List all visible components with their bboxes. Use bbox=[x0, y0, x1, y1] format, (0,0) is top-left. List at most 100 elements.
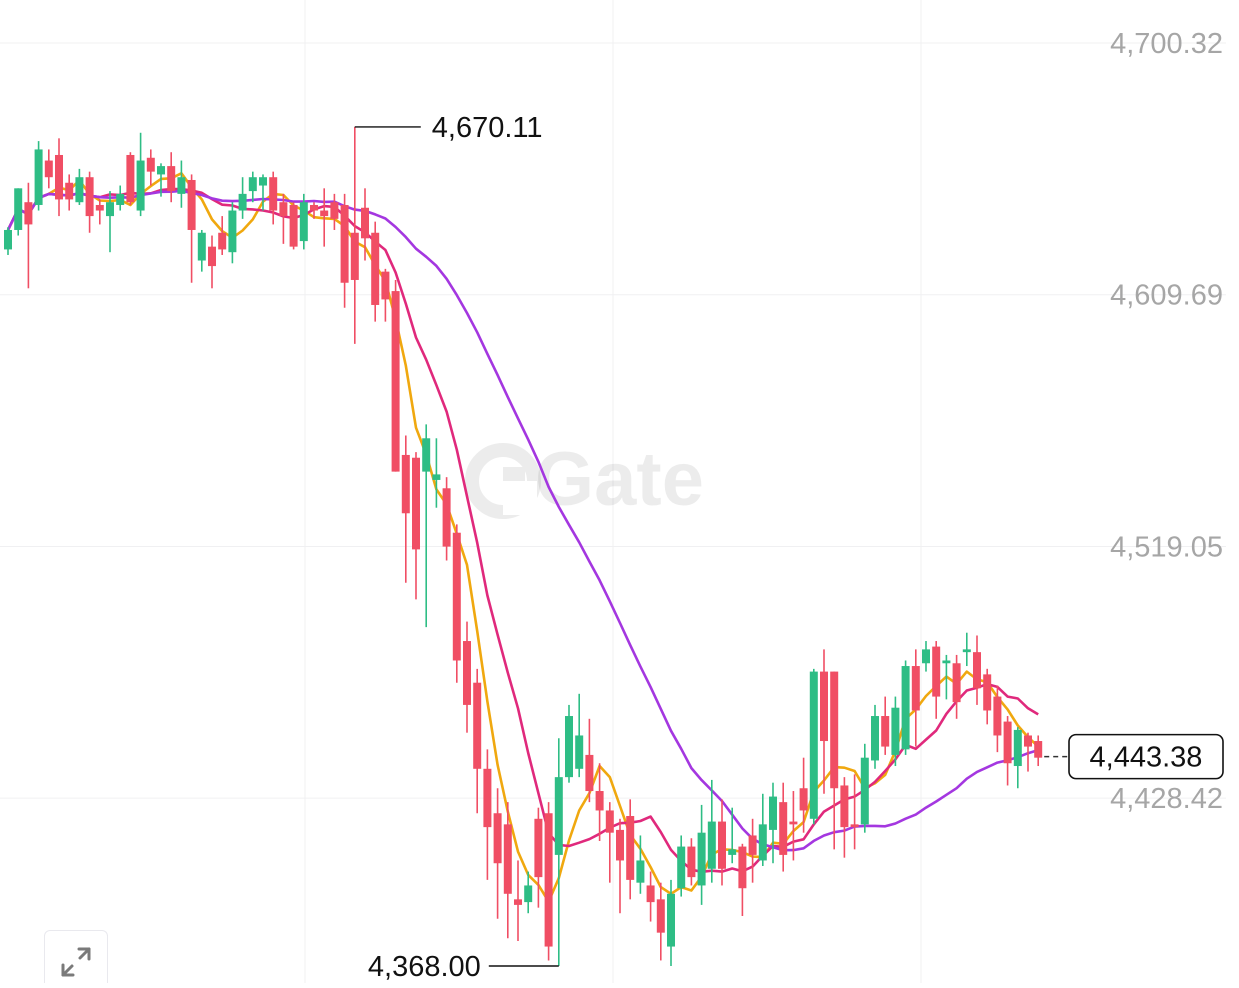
candle-body bbox=[157, 166, 165, 175]
candle-down bbox=[401, 435, 410, 583]
candle-up bbox=[422, 424, 431, 628]
candles bbox=[4, 126, 1043, 966]
candle-up bbox=[259, 174, 267, 211]
candle-body bbox=[860, 757, 869, 825]
candle-body bbox=[218, 232, 227, 250]
candle-body bbox=[881, 716, 890, 747]
candle-down bbox=[350, 126, 359, 344]
candle-down bbox=[340, 193, 349, 308]
candle-up bbox=[34, 141, 43, 211]
candle-down bbox=[320, 188, 329, 247]
candle-up bbox=[871, 704, 879, 769]
candle-body bbox=[116, 193, 125, 205]
candle-down bbox=[493, 788, 502, 919]
candle-down bbox=[646, 871, 655, 922]
candle-up bbox=[197, 229, 206, 272]
candle-up bbox=[238, 177, 247, 219]
price-axis: 4,700.32 4,609.69 4,519.05 4,428.42 bbox=[1110, 28, 1223, 815]
candle-down bbox=[850, 774, 859, 850]
gate-logo-icon bbox=[465, 443, 541, 519]
candle-down bbox=[748, 818, 757, 883]
candle-down bbox=[1024, 732, 1032, 772]
ma-mid-line bbox=[6, 187, 1039, 874]
candle-body bbox=[187, 179, 196, 230]
candle-down bbox=[310, 202, 318, 219]
candle-body bbox=[605, 810, 614, 833]
price-axis-label: 4,519.05 bbox=[1110, 531, 1223, 563]
candle-down bbox=[442, 477, 451, 561]
candle-body bbox=[463, 641, 471, 705]
candle-down bbox=[605, 802, 614, 883]
candle-body bbox=[289, 204, 298, 247]
candle-down bbox=[595, 763, 604, 842]
candle-body bbox=[514, 899, 522, 905]
candle-down bbox=[789, 791, 798, 861]
low-marker-label: 4,368.00 bbox=[368, 951, 481, 983]
candle-body bbox=[34, 149, 43, 205]
candle-up bbox=[157, 163, 165, 197]
candle-down bbox=[687, 838, 696, 886]
candle-body bbox=[871, 716, 879, 761]
price-axis-label: 4,428.42 bbox=[1110, 783, 1223, 815]
candle-down bbox=[65, 174, 74, 211]
candle-body bbox=[381, 271, 390, 300]
candle-body bbox=[106, 202, 114, 217]
candle-up bbox=[75, 168, 84, 205]
candle-up bbox=[758, 793, 767, 867]
candle-down bbox=[218, 216, 227, 255]
candle-down bbox=[1034, 735, 1043, 767]
candle-down bbox=[289, 202, 298, 250]
candle-body bbox=[75, 177, 84, 203]
candle-body bbox=[401, 454, 410, 514]
candle-body bbox=[575, 735, 584, 769]
candle-body bbox=[626, 816, 635, 880]
candle-body bbox=[840, 785, 849, 828]
candle-body bbox=[350, 232, 359, 280]
candle-body bbox=[167, 166, 176, 192]
candle-up bbox=[177, 160, 186, 208]
expand-button[interactable] bbox=[44, 930, 108, 983]
candle-body bbox=[667, 893, 675, 947]
candle-down bbox=[514, 860, 522, 942]
candle-down bbox=[391, 279, 400, 472]
candle-down bbox=[279, 193, 288, 244]
candle-down bbox=[463, 621, 471, 733]
candle-up bbox=[636, 835, 645, 894]
candle-body bbox=[320, 210, 329, 217]
candle-down bbox=[881, 696, 890, 755]
candle-body bbox=[299, 202, 308, 242]
candle-body bbox=[830, 671, 839, 789]
candle-body bbox=[310, 204, 318, 211]
candle-body bbox=[493, 813, 502, 864]
candle-up bbox=[707, 779, 716, 883]
current-price-label: 4,443.38 bbox=[1090, 742, 1203, 774]
candle-body bbox=[758, 824, 767, 861]
candle-down bbox=[656, 882, 665, 961]
candle-body bbox=[993, 696, 1002, 736]
candle-down bbox=[585, 718, 594, 803]
candle-up bbox=[728, 807, 737, 864]
watermark: Gate bbox=[465, 437, 704, 522]
candle-up bbox=[942, 654, 951, 700]
candle-up bbox=[136, 132, 145, 217]
candle-down bbox=[361, 188, 369, 261]
candle-up bbox=[1013, 727, 1022, 789]
candle-body bbox=[942, 660, 951, 664]
candle-down bbox=[55, 138, 63, 217]
price-axis-label: 4,700.32 bbox=[1110, 28, 1223, 60]
candle-body bbox=[962, 649, 971, 653]
candle-down bbox=[718, 799, 726, 886]
candle-body bbox=[483, 768, 492, 828]
candle-body bbox=[636, 860, 645, 883]
candle-body bbox=[922, 649, 930, 664]
candle-body bbox=[738, 846, 747, 889]
candle-up bbox=[575, 693, 584, 778]
candle-down bbox=[952, 654, 961, 719]
candle-body bbox=[554, 777, 563, 855]
candle-body bbox=[24, 202, 33, 225]
candle-up bbox=[432, 438, 441, 508]
candle-body bbox=[248, 177, 257, 192]
candle-down bbox=[330, 193, 339, 230]
